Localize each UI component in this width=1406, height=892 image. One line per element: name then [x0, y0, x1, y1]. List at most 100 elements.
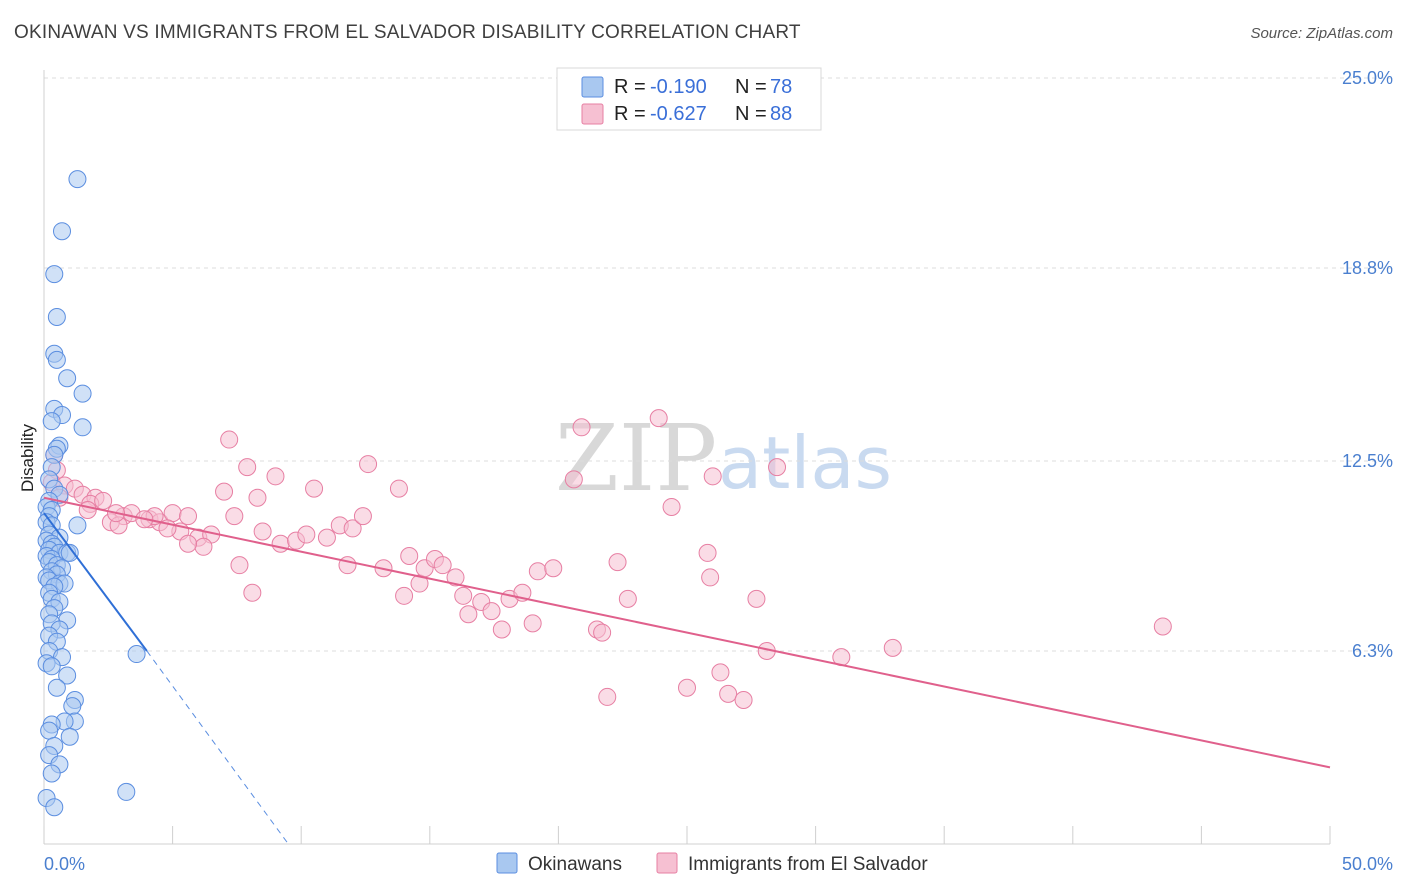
salvador-point-62 [701, 568, 720, 587]
okinawan-point-11 [73, 418, 92, 437]
okinawan-point-10 [42, 412, 61, 431]
okinawan-point-3 [47, 307, 66, 326]
salvador-point-39 [400, 546, 419, 565]
okinawan-point-70 [60, 727, 79, 746]
legend-swatch-salvador [581, 103, 604, 125]
watermark-atlas: atlas [718, 421, 892, 505]
y-tick-label-1: 12.5% [1342, 451, 1393, 471]
salvador-point-28 [271, 534, 290, 553]
salvador-point-75 [305, 479, 324, 498]
chart-source: Source: ZipAtlas.com [1250, 25, 1393, 42]
salvador-point-24 [248, 488, 267, 507]
salvador-point-9 [94, 491, 113, 510]
okinawan-point-34 [60, 543, 79, 562]
okinawan-point-65 [63, 697, 82, 716]
salvador-point-52 [564, 470, 583, 489]
okinawan-point-2 [45, 265, 64, 284]
salvador-point-76 [266, 467, 285, 486]
okinawan-point-74 [42, 764, 61, 783]
salvador-point-30 [297, 525, 316, 544]
salvador-point-51 [544, 559, 563, 578]
salvador-point-26 [238, 458, 257, 477]
salvador-point-53 [572, 418, 591, 437]
y-tick-label-2: 18.8% [1342, 258, 1393, 278]
salvador-point-25 [225, 507, 244, 526]
bottom-legend-label-salvador: Immigrants from El Salvador [688, 854, 928, 875]
okinawan-point-77 [45, 798, 64, 817]
okinawan-point-63 [47, 678, 66, 697]
x-tick-label-min: 0.0% [44, 854, 85, 874]
salvador-point-66 [747, 589, 766, 608]
salvador-point-23 [220, 430, 239, 449]
legend-n-value-salvador: 88 [770, 103, 792, 125]
salvador-point-72 [454, 586, 473, 605]
trend-line-salvador [43, 496, 1331, 769]
okinawan-point-1 [53, 222, 72, 241]
salvador-point-18 [179, 507, 198, 526]
y-axis-tick-labels: 6.3% 12.5% 18.8% 25.0% [1342, 68, 1393, 661]
salvador-point-61 [698, 543, 717, 562]
bottom-legend-label-okinawans: Okinawans [528, 854, 622, 875]
salvador-point-65 [734, 690, 753, 709]
okinawan-point-5 [47, 350, 66, 369]
salvador-point-70 [608, 553, 627, 572]
okinawan-point-7 [73, 384, 92, 403]
okinawan-point-57 [127, 645, 146, 664]
legend-r-value-okinawans: -0.190 [650, 76, 707, 98]
okinawan-point-6 [58, 369, 77, 388]
salvador-point-10 [78, 501, 97, 520]
salvador-point-56 [598, 687, 617, 706]
legend-r-label-salvador: R = [614, 103, 646, 125]
y-tick-label-0: 6.3% [1352, 641, 1393, 661]
okinawan-point-69 [40, 721, 59, 740]
trend-line-okinawans-extension [146, 650, 289, 845]
legend-r-value-salvador: -0.627 [650, 103, 707, 125]
salvador-point-34 [353, 507, 372, 526]
salvador-point-46 [482, 602, 501, 621]
legend-swatch-okinawans [581, 76, 604, 98]
salvador-point-60 [678, 678, 696, 697]
trend-line-okinawans [43, 512, 148, 652]
salvador-point-63 [711, 663, 730, 682]
salvador-point-31 [317, 528, 336, 547]
salvador-point-42 [433, 556, 452, 575]
salvador-point-57 [618, 589, 637, 608]
okinawan-point-75 [117, 782, 136, 801]
legend-n-label-salvador: N = [735, 103, 767, 125]
salvador-point-58 [649, 409, 668, 428]
y-axis-title: Disability [18, 423, 37, 492]
chart-title: OKINAWAN VS IMMIGRANTS FROM EL SALVADOR … [14, 22, 801, 43]
salvador-point-44 [459, 605, 478, 624]
okinawan-point-61 [42, 657, 61, 676]
salvador-point-80 [179, 534, 198, 553]
salvador-point-22 [215, 482, 234, 501]
legend-n-label-okinawans: N = [735, 76, 767, 98]
salvador-point-69 [768, 458, 787, 477]
salvador-point-86 [883, 638, 902, 657]
salvador-point-68 [703, 467, 722, 486]
salvador-point-50 [528, 562, 547, 581]
salvador-point-77 [243, 583, 262, 602]
okinawan-point-62 [58, 666, 77, 685]
salvador-point-17 [163, 504, 182, 523]
x-tick-label-max: 50.0% [1342, 854, 1393, 874]
salvador-point-55 [593, 623, 612, 642]
trend-lines [43, 496, 1331, 845]
bottom-legend-swatch-okinawans [496, 852, 518, 874]
salvador-point-64 [719, 684, 738, 703]
legend-n-value-okinawans: 78 [770, 76, 792, 98]
salvador-point-73 [359, 455, 378, 474]
salvador-point-74 [389, 479, 408, 498]
legend-r-label-okinawans: R = [614, 76, 646, 98]
series-okinawan-points [37, 170, 146, 817]
salvador-point-27 [253, 522, 272, 541]
bottom-legend: Okinawans Immigrants from El Salvador [496, 852, 928, 875]
okinawan-point-0 [68, 170, 87, 189]
salvador-point-33 [343, 519, 362, 538]
salvador-point-37 [395, 586, 414, 605]
salvador-point-59 [662, 497, 681, 516]
salvador-point-78 [230, 556, 249, 575]
y-tick-label-3: 25.0% [1342, 68, 1393, 88]
salvador-point-71 [523, 614, 542, 633]
